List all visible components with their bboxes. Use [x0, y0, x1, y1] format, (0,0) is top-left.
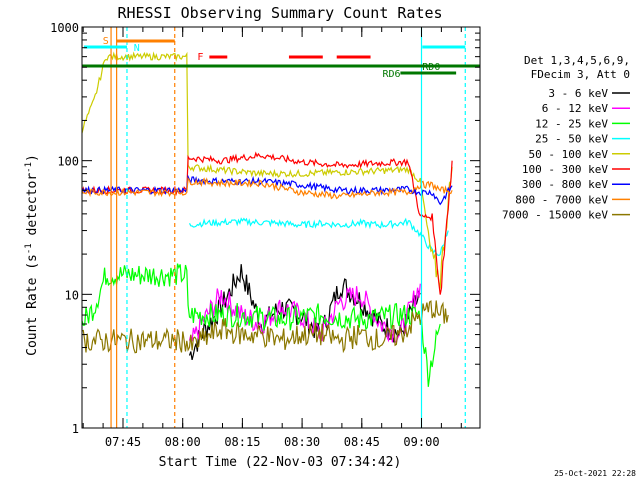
- y-tick-label-2: 100: [57, 155, 79, 169]
- legend-label-3: 25 - 50 keV: [535, 133, 608, 146]
- legend-label-8: 7000 - 15000 keV: [502, 209, 608, 222]
- annotation-n: N: [134, 43, 140, 54]
- series-line-3: [188, 217, 449, 257]
- series-line-2: [81, 263, 441, 387]
- y-tick-label-3: 1000: [50, 21, 79, 35]
- legend-label-6: 300 - 800 keV: [522, 178, 608, 191]
- legend-label-5: 100 - 300 keV: [522, 163, 608, 176]
- x-tick-label-0: 07:45: [105, 435, 141, 449]
- legend-label-4: 50 - 100 keV: [529, 148, 609, 161]
- overlay-layer: S N F RD0 RD6: [82, 27, 480, 428]
- series-line-8: [81, 300, 449, 354]
- x-tick-label-4: 08:45: [344, 435, 380, 449]
- y-tick-label-1: 10: [65, 288, 79, 302]
- y-axis-label: Count Rate (s-1 detector-1): [24, 154, 40, 356]
- axes-layer: 1 10 100 1000 07:45 08:00 08:15 08:30 08:45 09:00: [50, 21, 481, 449]
- annotation-f: F: [197, 52, 203, 63]
- legend-label-7: 800 - 7000 keV: [515, 193, 608, 206]
- y-tick-label-0: 1: [72, 422, 79, 436]
- x-tick-label-3: 08:30: [284, 435, 320, 449]
- x-tick-label-1: 08:00: [165, 435, 201, 449]
- series-line-7: [81, 176, 453, 200]
- x-axis-label: Start Time (22-Nov-03 07:34:42): [159, 455, 402, 470]
- legend-header-1: FDecim 3, Att 0: [531, 68, 630, 81]
- legend: Det 1,3,4,5,6,9,FDecim 3, Att 0 3 - 6 keV…: [502, 54, 630, 222]
- legend-header-0: Det 1,3,4,5,6,9,: [524, 54, 630, 67]
- legend-label-2: 12 - 25 keV: [535, 117, 608, 130]
- chart-title: RHESSI Observing Summary Count Rates: [117, 4, 442, 22]
- series-line-5: [81, 151, 453, 295]
- series-line-4: [81, 51, 453, 289]
- timestamp: 25-Oct-2021 22:28: [554, 469, 636, 478]
- annotation-rd6: RD6: [382, 69, 400, 80]
- annotation-rd0: RD0: [422, 62, 440, 73]
- legend-label-0: 3 - 6 keV: [548, 87, 608, 100]
- legend-label-1: 6 - 12 keV: [542, 102, 609, 115]
- plot-frame: [81, 26, 481, 429]
- annotation-s: S: [103, 36, 109, 47]
- x-tick-label-5: 09:00: [403, 435, 439, 449]
- series-layer: [81, 51, 453, 387]
- x-tick-label-2: 08:15: [224, 435, 260, 449]
